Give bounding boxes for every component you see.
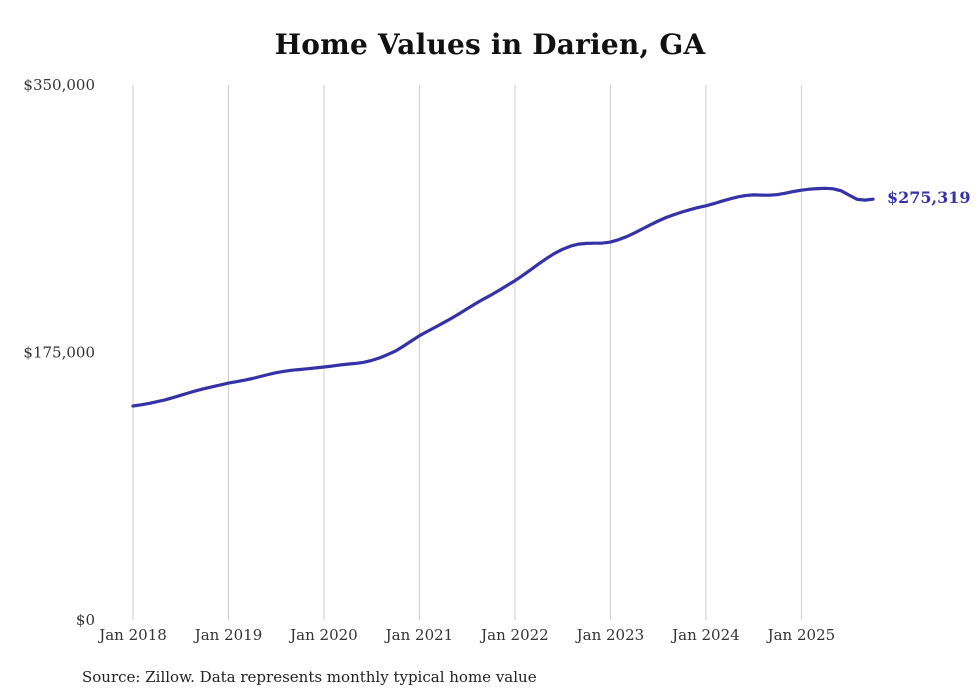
x-tick-label: Jan 2021 (384, 626, 454, 644)
x-tick-label: Jan 2018 (97, 626, 167, 644)
latest-value-label: $275,319 (887, 188, 971, 208)
x-tick-label: Jan 2023 (575, 626, 645, 644)
x-tick-label: Jan 2020 (288, 626, 358, 644)
x-tick-label: Jan 2019 (193, 626, 263, 644)
y-tick-label: $350,000 (23, 76, 95, 94)
chart-title: Home Values in Darien, GA (274, 28, 706, 61)
y-tick-label: $0 (76, 611, 95, 629)
x-tick-label: Jan 2022 (479, 626, 549, 644)
source-note: Source: Zillow. Data represents monthly … (82, 668, 537, 686)
x-tick-label: Jan 2025 (766, 626, 836, 644)
x-tick-label: Jan 2024 (670, 626, 740, 644)
home-value-series-line (131, 186, 875, 408)
y-tick-label: $175,000 (23, 344, 95, 362)
